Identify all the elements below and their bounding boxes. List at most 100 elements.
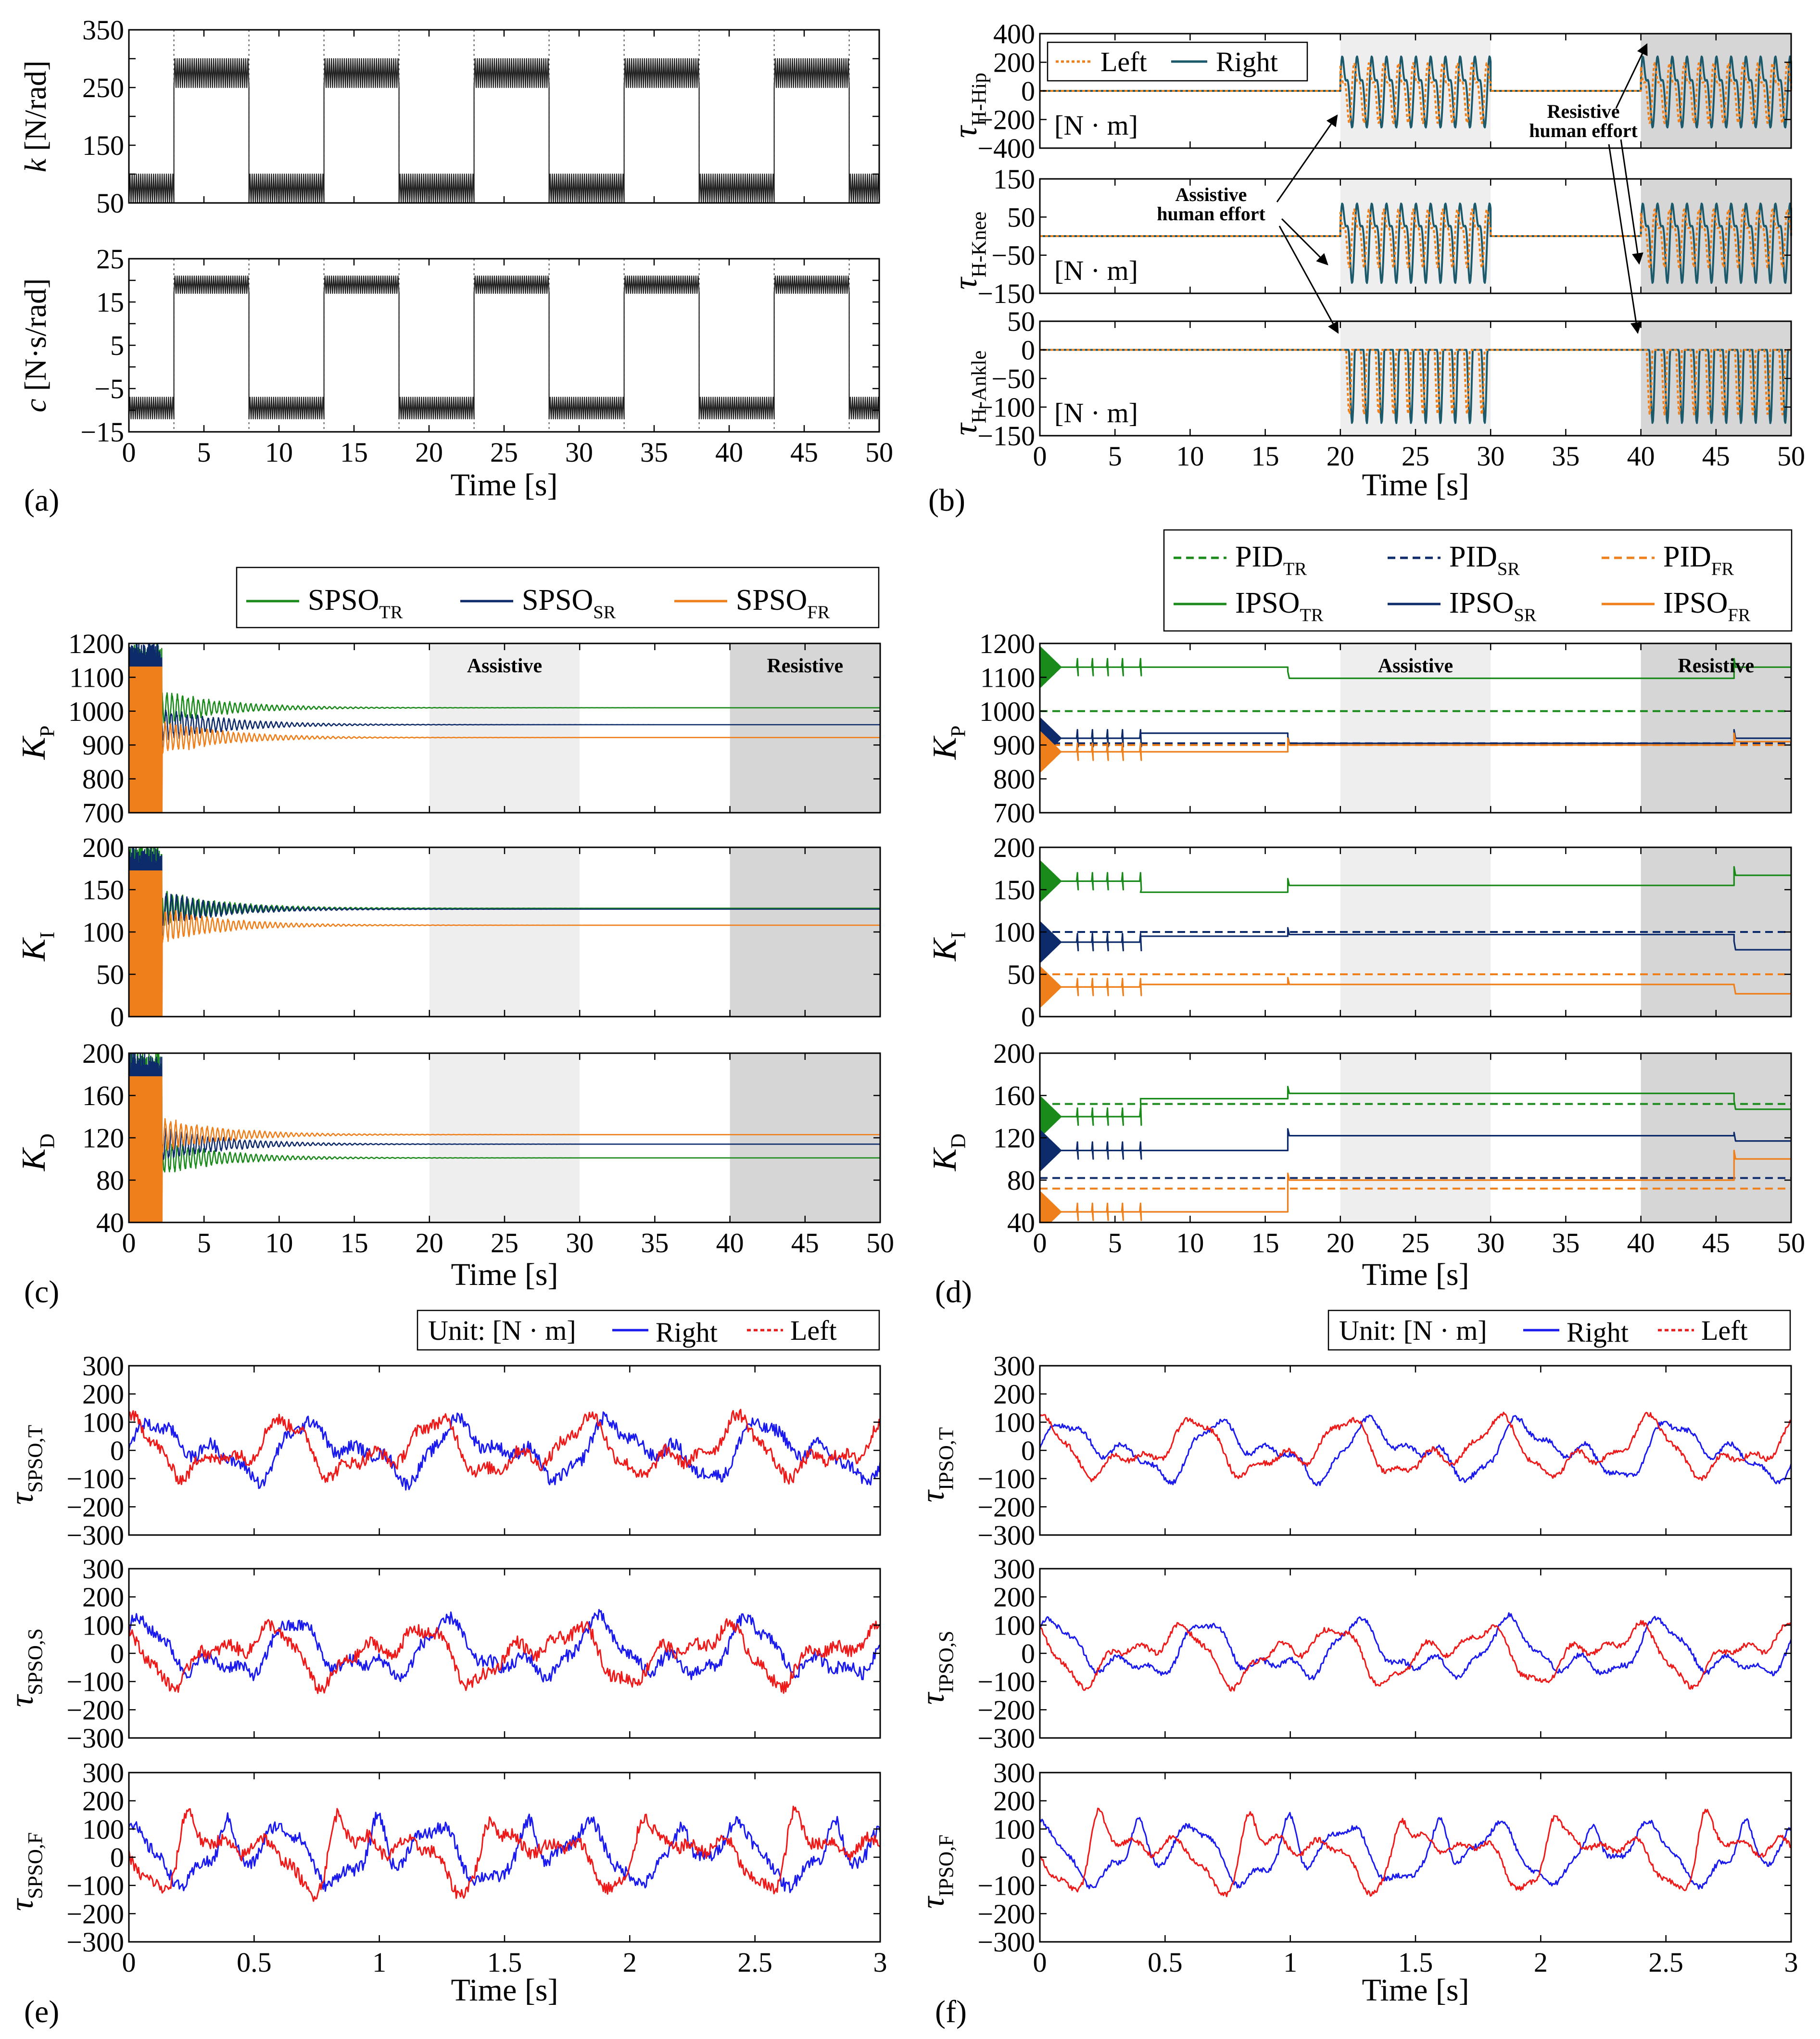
x-tick-label: 2 (1534, 1947, 1548, 1978)
y-tick-label: 1000 (979, 696, 1035, 727)
f-legend-left: Left (1701, 1315, 1748, 1346)
y-tick-label: 100 (993, 1407, 1035, 1438)
f-panel-label: (f) (935, 1994, 967, 2029)
y-tick-label: 100 (82, 1610, 124, 1641)
x-tick-label: 3 (873, 1947, 887, 1978)
a-signal-1 (128, 275, 880, 420)
x-tick-label: 40 (716, 1227, 744, 1259)
y-tick-label: −5 (94, 373, 124, 404)
x-tick-label: 45 (790, 437, 818, 468)
y-tick-label: 200 (82, 1582, 124, 1613)
d-ipso-SR-2 (1039, 1128, 1791, 1171)
y-tick-label: 1100 (69, 662, 124, 693)
b-annot-resistive-1: Resistive (1547, 101, 1619, 122)
x-tick-label: 2 (623, 1947, 637, 1978)
y-tick-label: 0 (1021, 76, 1035, 107)
y-tick-label: 50 (1007, 959, 1035, 990)
a-signal-0 (128, 58, 880, 204)
x-tick-label: 10 (1176, 441, 1204, 472)
y-tick-label: 120 (993, 1122, 1035, 1154)
e-left-trace-1 (128, 1618, 881, 1694)
y-tick-label: 200 (993, 1582, 1035, 1613)
y-tick-label: 0 (110, 1638, 124, 1669)
b-panel-label: (b) (928, 483, 965, 518)
y-tick-label: −200 (66, 1491, 124, 1523)
d-ipso-SR-1 (1039, 921, 1791, 963)
y-tick-label: 160 (82, 1080, 124, 1111)
x-tick-label: 10 (265, 437, 293, 468)
d-assistive-label: Assistive (1378, 655, 1453, 677)
y-tick-label: −15 (80, 416, 124, 448)
d-legend-item: PIDFR (1663, 541, 1734, 579)
c-legend-item: SPSOTR (308, 584, 403, 622)
y-tick-label: 1200 (979, 628, 1035, 659)
y-tick-label: 1000 (68, 696, 124, 727)
y-tick-label: −100 (66, 1666, 124, 1698)
y-tick-label: −300 (977, 1926, 1035, 1958)
y-tick-label: 400 (993, 18, 1035, 50)
y-tick-label: −200 (977, 1491, 1035, 1523)
y-tick-label: 0 (1021, 1435, 1035, 1466)
b-unit-2: [N · m] (1054, 397, 1138, 428)
d-xlabel: Time [s] (1362, 1257, 1469, 1292)
d-ylabel-2: KD (926, 1133, 970, 1171)
d-legend-item: PIDSR (1449, 541, 1520, 579)
x-tick-label: 1.5 (487, 1947, 522, 1978)
x-tick-label: 0 (1033, 1947, 1047, 1978)
d-ipso-TR-1 (1039, 860, 1791, 902)
y-tick-label: 150 (993, 874, 1035, 906)
y-tick-label: 40 (96, 1207, 124, 1238)
y-tick-label: 160 (993, 1080, 1035, 1111)
y-tick-label: 15 (96, 287, 124, 318)
x-tick-label: 10 (1176, 1227, 1204, 1259)
c-resistive-region (730, 847, 880, 1017)
y-tick-label: 100 (993, 1813, 1035, 1845)
x-tick-label: 0 (1033, 441, 1047, 472)
x-tick-label: 40 (1627, 441, 1655, 472)
e-legend-unit: Unit: [N · m] (428, 1315, 576, 1346)
y-tick-label: 300 (993, 1757, 1035, 1788)
x-tick-label: 1 (372, 1947, 386, 1978)
y-tick-label: 200 (82, 1379, 124, 1410)
b-arrow (1276, 114, 1338, 202)
b-legend-right: Right (1216, 46, 1278, 77)
y-tick-label: 0 (1021, 1001, 1035, 1032)
y-tick-label: 900 (82, 730, 124, 761)
x-tick-label: 20 (415, 437, 443, 468)
y-tick-label: 50 (1007, 201, 1035, 233)
x-tick-label: 50 (865, 437, 893, 468)
c-SR-trace-1 (128, 847, 881, 1017)
y-tick-label: 1100 (980, 662, 1035, 693)
e-panel-label: (e) (24, 1994, 59, 2029)
y-tick-label: 120 (82, 1122, 124, 1154)
y-tick-label: 50 (96, 959, 124, 990)
e-xlabel: Time [s] (451, 1973, 558, 2008)
c-FR-trace-2 (128, 1076, 881, 1223)
e-legend-right: Right (656, 1317, 718, 1348)
e-legend-left: Left (790, 1315, 837, 1346)
b-left-trace-2 (1040, 349, 1792, 415)
x-tick-label: 20 (1327, 441, 1354, 472)
y-tick-label: 150 (993, 164, 1035, 195)
b-legend-left: Left (1100, 46, 1147, 77)
e-left-trace-2 (128, 1805, 881, 1902)
f-sub1-frame (1039, 1568, 1792, 1739)
x-tick-label: 50 (1777, 441, 1805, 472)
b-arrow (1281, 218, 1328, 265)
y-tick-label: 250 (82, 72, 124, 103)
e-sub1-frame (128, 1568, 881, 1739)
y-tick-label: 1200 (68, 628, 124, 659)
c-ylabel-2: KD (15, 1133, 59, 1171)
a-ylabel-0: k [N/rad] (18, 61, 52, 173)
y-tick-label: 900 (993, 730, 1035, 761)
y-tick-label: 200 (82, 1038, 124, 1069)
f-right-trace-0 (1039, 1414, 1792, 1486)
y-tick-label: −300 (977, 1520, 1035, 1551)
b-arrow (1620, 139, 1643, 265)
d-legend-box (1163, 529, 1793, 632)
e-right-trace-0 (128, 1411, 881, 1491)
y-tick-label: 300 (82, 1553, 124, 1585)
y-tick-label: −150 (977, 278, 1035, 309)
c-assistive-region (429, 1053, 580, 1222)
y-tick-label: −100 (977, 1870, 1035, 1901)
